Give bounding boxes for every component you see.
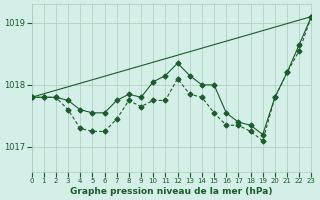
X-axis label: Graphe pression niveau de la mer (hPa): Graphe pression niveau de la mer (hPa) [70,187,273,196]
